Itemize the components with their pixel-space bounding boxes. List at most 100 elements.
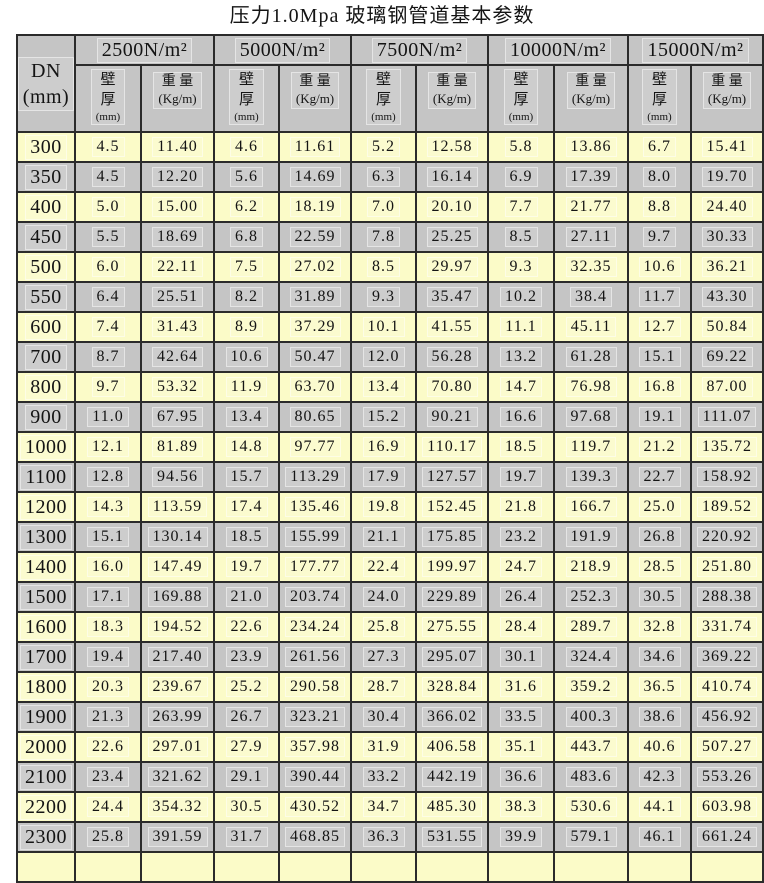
table-row: 1900 21.3 263.99 26.7 323.21 30.4 366.02 33.5 40… <box>16 701 764 733</box>
wall-thickness-header: 壁 厚 (mm) <box>627 64 692 133</box>
load-group-label: 15000N/m² <box>643 38 748 62</box>
load-group-header-5000: 5000N/m² <box>213 34 352 66</box>
cell-value: 22.4 <box>363 558 404 576</box>
wall-thickness-cell: 38.3 <box>487 791 555 823</box>
wall-thickness-cell: 4.5 <box>74 161 142 193</box>
dn-value: 600 <box>26 315 66 339</box>
wall-thickness-cell: 21.0 <box>213 581 280 613</box>
cell-value: 8.0 <box>644 168 675 186</box>
weight-header-label: 重 量 (Kg/m) <box>428 73 476 109</box>
wall-thickness-cell: 7.7 <box>487 191 555 223</box>
cell-value: 18.19 <box>290 198 340 216</box>
weight-cell: 20.10 <box>415 191 489 223</box>
cell-value: 30.33 <box>702 228 752 246</box>
wall-thickness-cell: 20.3 <box>74 671 142 703</box>
weight-cell: 507.27 <box>690 731 764 763</box>
table-row: 1500 17.1 169.88 21.0 203.74 24.0 229.89 26.4 25… <box>16 581 764 613</box>
dn-value: 900 <box>26 405 66 429</box>
weight-cell: 12.58 <box>415 131 489 163</box>
cell-value: 67.95 <box>153 408 202 426</box>
weight-cell: 331.74 <box>690 611 764 643</box>
weight-cell: 32.35 <box>553 251 629 283</box>
weight-cell: 323.21 <box>278 701 352 733</box>
wall-thickness-cell: 24.7 <box>487 551 555 583</box>
weight-cell: 252.3 <box>553 581 629 613</box>
weight-cell: 166.7 <box>553 491 629 523</box>
cell-value: 359.2 <box>566 678 616 696</box>
cell-value: 6.8 <box>231 228 262 246</box>
weight-cell: 234.24 <box>278 611 352 643</box>
wall-thickness-cell: 7.4 <box>74 311 142 343</box>
wall-thickness-cell: 28.5 <box>627 551 692 583</box>
cell-value: 6.9 <box>505 168 537 186</box>
wall-thickness-cell: 14.8 <box>213 431 280 463</box>
cell-value: 483.6 <box>566 768 616 786</box>
cell-value: 6.4 <box>92 288 124 306</box>
cell-value: 76.98 <box>566 378 616 396</box>
wall-thickness-cell: 7.0 <box>350 191 417 223</box>
cell-value: 553.26 <box>698 768 756 786</box>
cell-value: 46.1 <box>639 828 680 846</box>
weight-header-label: 重 量 (Kg/m) <box>567 73 615 109</box>
wall-thickness-cell: 10.1 <box>350 311 417 343</box>
wall-thickness-cell: 36.6 <box>487 761 555 793</box>
cell-value: 26.7 <box>226 708 267 726</box>
wall-thickness-cell: 27.9 <box>213 731 280 763</box>
cell-value: 234.24 <box>286 618 344 636</box>
weight-cell: 531.55 <box>415 821 489 853</box>
cell-value: 530.6 <box>566 798 616 816</box>
dn-value-cell: 1300 <box>16 521 76 553</box>
cell-value: 8.5 <box>368 258 399 276</box>
cell-value: 30.5 <box>226 798 267 816</box>
wall-thickness-cell: 22.4 <box>350 551 417 583</box>
cell-value: 194.52 <box>148 618 207 636</box>
cell-value: 443.7 <box>566 738 616 756</box>
cell-value: 110.17 <box>423 438 481 456</box>
weight-cell: 288.38 <box>690 581 764 613</box>
table-row: 2000 22.6 297.01 27.9 357.98 31.9 406.58 35.1 44… <box>16 731 764 763</box>
cell-value: 39.9 <box>501 828 541 846</box>
weight-cell: 13.86 <box>553 131 629 163</box>
wall-thickness-cell: 14.7 <box>487 371 555 403</box>
dn-value: 1600 <box>21 615 71 639</box>
cell-value: 41.55 <box>427 318 477 336</box>
wall-thickness-cell: 26.7 <box>213 701 280 733</box>
wall-thickness-cell: 6.3 <box>350 161 417 193</box>
weight-cell: 191.9 <box>553 521 629 553</box>
weight-cell: 87.00 <box>690 371 764 403</box>
dn-column-header: DN (mm) <box>16 34 76 133</box>
cell-value: 19.7 <box>501 468 541 486</box>
cell-value: 169.88 <box>148 588 207 606</box>
wall-thickness-cell: 5.2 <box>350 131 417 163</box>
cell-value: 261.56 <box>286 648 344 666</box>
wall-thickness-cell: 21.1 <box>350 521 417 553</box>
weight-cell: 261.56 <box>278 641 352 673</box>
weight-cell: 177.77 <box>278 551 352 583</box>
cell-value: 28.5 <box>639 558 680 576</box>
cell-value: 30.1 <box>501 648 541 666</box>
table-row: 800 9.7 53.32 11.9 63.70 13.4 70.80 14.7 76.98 16… <box>16 371 764 403</box>
weight-cell: 18.19 <box>278 191 352 223</box>
weight-cell: 321.62 <box>140 761 215 793</box>
cell-value: 8.7 <box>92 348 124 366</box>
wall-thickness-cell: 16.9 <box>350 431 417 463</box>
weight-cell: 158.92 <box>690 461 764 493</box>
dn-value-cell: 1700 <box>16 641 76 673</box>
cell-value: 87.00 <box>702 378 752 396</box>
cell-value: 177.77 <box>286 558 344 576</box>
cell-value: 6.2 <box>231 198 262 216</box>
cell-value: 328.84 <box>423 678 481 696</box>
dn-value-cell: 2300 <box>16 821 76 853</box>
weight-cell: 400.3 <box>553 701 629 733</box>
cell-value: 331.74 <box>698 618 756 636</box>
weight-cell: 155.99 <box>278 521 352 553</box>
weight-cell: 113.29 <box>278 461 352 493</box>
wall-thickness-cell: 23.2 <box>487 521 555 553</box>
cell-value: 21.2 <box>639 438 680 456</box>
weight-cell: 56.28 <box>415 341 489 373</box>
dn-value-cell: 1100 <box>16 461 76 493</box>
cell-value: 8.5 <box>505 228 537 246</box>
wall-thickness-cell: 8.7 <box>74 341 142 373</box>
weight-cell: 175.85 <box>415 521 489 553</box>
empty-cell <box>278 851 352 883</box>
